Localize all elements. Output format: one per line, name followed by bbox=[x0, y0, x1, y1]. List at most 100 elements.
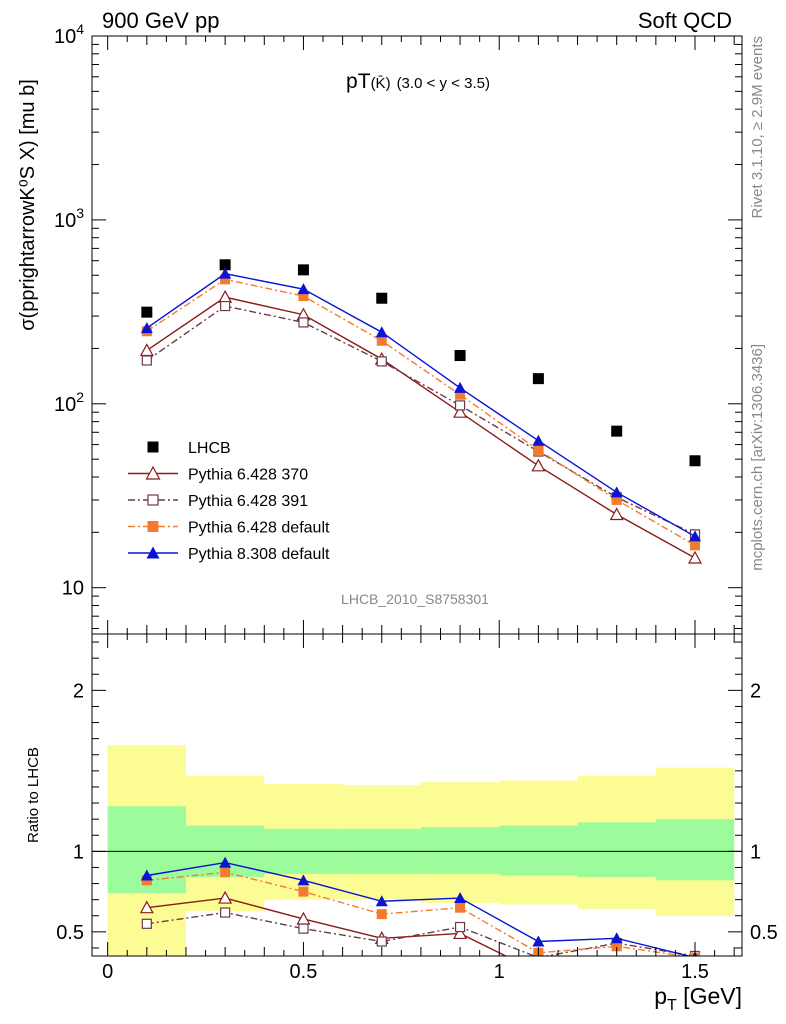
ratio-y-tick-label: 0.5 bbox=[56, 922, 84, 944]
point-pythia-6-428-391 bbox=[141, 355, 152, 366]
point-pythia-8-308-default bbox=[297, 283, 310, 295]
ratio-point-pythia-6-428-391 bbox=[220, 907, 231, 918]
ratio-point-pythia-6-428-default bbox=[455, 902, 466, 913]
ratio-point-pythia-6-428-370 bbox=[453, 926, 468, 940]
ratio-y-tick-label-right: 2 bbox=[750, 680, 761, 702]
header-left: 900 GeV pp bbox=[102, 8, 219, 33]
top-frame bbox=[91, 35, 743, 635]
point-pythia-8-308-default bbox=[219, 267, 232, 279]
plot-title-particle: (K̄) bbox=[371, 75, 391, 92]
ratio-point-pythia-6-428-391 bbox=[298, 923, 309, 934]
uncertainty-band-inner bbox=[655, 819, 735, 881]
uncertainty-band-inner bbox=[499, 825, 578, 876]
uncertainty-band-inner bbox=[420, 827, 500, 874]
point-lhcb bbox=[689, 455, 701, 467]
x-axis-label: pT [GeV] bbox=[654, 983, 742, 1014]
ratio-y-tick-label-right: 0.5 bbox=[750, 922, 778, 944]
side-text-top: Rivet 3.1.10, ≥ 2.9M events bbox=[749, 36, 766, 219]
point-pythia-8-308-default bbox=[532, 434, 545, 446]
point-pythia-6-428-370 bbox=[609, 507, 624, 521]
series-line-pythia-6-428-391 bbox=[146, 305, 696, 535]
top-axes: 10 102 103 104 bbox=[54, 21, 742, 634]
x-tick-label: 0.5 bbox=[290, 961, 318, 983]
ratio-y-tick-label: 2 bbox=[73, 680, 84, 702]
point-pythia-6-428-default bbox=[298, 291, 309, 302]
point-pythia-6-428-391 bbox=[298, 317, 309, 328]
ratio-ylabel: Ratio to LHCB bbox=[25, 747, 42, 843]
y-tick-label: 102 bbox=[54, 389, 84, 416]
legend-marker-pythia-6-428-391 bbox=[147, 494, 159, 506]
point-pythia-6-428-default bbox=[611, 494, 622, 505]
ratio-point-pythia-6-428-370 bbox=[139, 900, 154, 914]
top-panel: 10 102 103 104 pT(K̄) (3.0 < y < 3.5) σ(ppri… bbox=[17, 21, 743, 635]
ratio-line-pythia-6-428-370 bbox=[146, 897, 508, 956]
series-line-pythia-6-428-370 bbox=[146, 296, 696, 559]
point-pythia-6-428-370 bbox=[139, 343, 154, 357]
ratio-point-pythia-6-428-391 bbox=[454, 921, 466, 933]
ratio-panel: 0.5 0.5 1 1 2 2 0 0.5 1 1.5 Ratio to LHCB pT [GeV… bbox=[25, 633, 778, 1014]
ratio-point-pythia-8-308-default bbox=[297, 874, 310, 886]
ratio-point-pythia-8-308-default bbox=[219, 856, 232, 868]
ratio-point-pythia-8-308-default bbox=[532, 935, 545, 947]
legend-label-pythia-6-428-370: Pythia 6.428 370 bbox=[188, 467, 308, 484]
point-pythia-6-428-391 bbox=[376, 356, 387, 367]
side-text-bottom: mcplots.cern.ch [arXiv:1306.3436] bbox=[749, 344, 766, 571]
series-line-pythia-8-308-default bbox=[146, 272, 696, 538]
header-right: Soft QCD bbox=[638, 8, 732, 33]
point-pythia-6-428-default bbox=[690, 540, 701, 551]
ratio-point-pythia-6-428-391 bbox=[376, 936, 387, 947]
point-pythia-6-428-default bbox=[455, 389, 466, 400]
x-tick-label: 1.5 bbox=[681, 961, 709, 983]
y-tick-label: 103 bbox=[54, 205, 84, 232]
top-ylabel: σ(pprightarrowK⁰S X) [mu b] bbox=[17, 79, 39, 331]
top-plot-area bbox=[139, 259, 703, 564]
x-tick-label: 1 bbox=[494, 961, 505, 983]
point-pythia-6-428-391 bbox=[454, 400, 466, 411]
ratio-axes: 0.5 0.5 1 1 2 2 0 0.5 1 1.5 bbox=[56, 634, 778, 983]
ratio-plot-area bbox=[92, 745, 742, 977]
analysis-tag: LHCB_2010_S8758301 bbox=[341, 591, 489, 607]
legend-marker-pythia-6-428-default bbox=[147, 521, 159, 532]
legend-label-pythia-6-428-391: Pythia 6.428 391 bbox=[188, 493, 308, 510]
ratio-point-pythia-8-308-default bbox=[454, 892, 467, 904]
ratio-point-pythia-6-428-370 bbox=[611, 960, 623, 971]
point-pythia-6-428-370 bbox=[218, 289, 233, 303]
ratio-point-pythia-6-428-default bbox=[220, 867, 231, 878]
ratio-point-pythia-8-308-default bbox=[140, 869, 153, 881]
point-pythia-8-308-default bbox=[375, 326, 388, 338]
point-pythia-6-428-default bbox=[220, 274, 231, 285]
point-pythia-6-428-370 bbox=[688, 550, 703, 564]
ratio-line-pythia-6-428-default bbox=[146, 871, 689, 956]
ratio-point-pythia-6-428-370 bbox=[532, 966, 544, 977]
ratio-point-pythia-6-428-default bbox=[298, 886, 309, 897]
point-pythia-8-308-default bbox=[610, 486, 623, 498]
point-pythia-6-428-default bbox=[376, 335, 387, 346]
point-lhcb bbox=[611, 425, 623, 437]
point-pythia-8-308-default bbox=[140, 322, 153, 334]
x-tick-label: 0 bbox=[102, 961, 113, 983]
ratio-y-tick-label: 1 bbox=[73, 841, 84, 863]
point-pythia-6-428-default bbox=[533, 445, 544, 456]
legend-marker-lhcb bbox=[147, 441, 159, 453]
legend-marker-pythia-6-428-370 bbox=[145, 465, 161, 480]
plot-title: pT(K̄) (3.0 < y < 3.5) bbox=[346, 70, 490, 93]
ratio-point-pythia-8-308-default bbox=[610, 932, 623, 944]
ratio-point-pythia-6-428-default bbox=[611, 941, 622, 952]
plot-title-range: (3.0 < y < 3.5) bbox=[397, 75, 490, 92]
point-pythia-6-428-391 bbox=[220, 300, 231, 312]
point-lhcb bbox=[376, 292, 388, 304]
legend-label-pythia-8-308-default: Pythia 8.308 default bbox=[188, 546, 330, 563]
ratio-line-pythia-6-428-391 bbox=[146, 911, 696, 956]
legend-label-pythia-6-428-default: Pythia 6.428 default bbox=[188, 520, 330, 537]
point-pythia-8-308-default bbox=[454, 381, 467, 393]
ratio-line-pythia-8-308-default bbox=[146, 861, 692, 956]
point-lhcb bbox=[219, 259, 231, 271]
ratio-point-pythia-6-428-default bbox=[376, 909, 387, 920]
series-line-pythia-6-428-default bbox=[146, 278, 696, 546]
uncertainty-band-inner bbox=[577, 822, 656, 878]
legend-label-lhcb: LHCB bbox=[188, 440, 231, 457]
y-tick-label: 10 bbox=[62, 578, 84, 600]
ratio-point-pythia-8-308-default bbox=[375, 895, 388, 907]
point-pythia-8-308-default bbox=[689, 530, 702, 542]
